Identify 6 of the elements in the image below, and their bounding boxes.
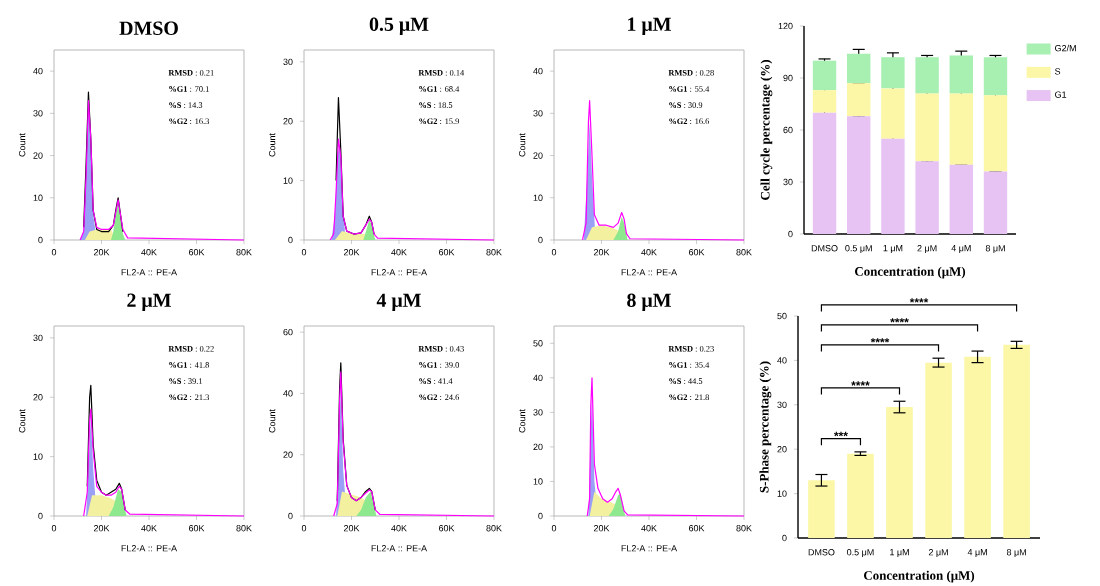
chart-title: 1 μM [628, 17, 671, 36]
chart-title: 4 μM [376, 293, 421, 312]
chart-title: DMSO [119, 21, 178, 35]
chart-title: 2 μM [127, 293, 171, 312]
chart-title: 8 μM [627, 293, 671, 312]
chart-title: 0.5 μM [369, 17, 429, 36]
